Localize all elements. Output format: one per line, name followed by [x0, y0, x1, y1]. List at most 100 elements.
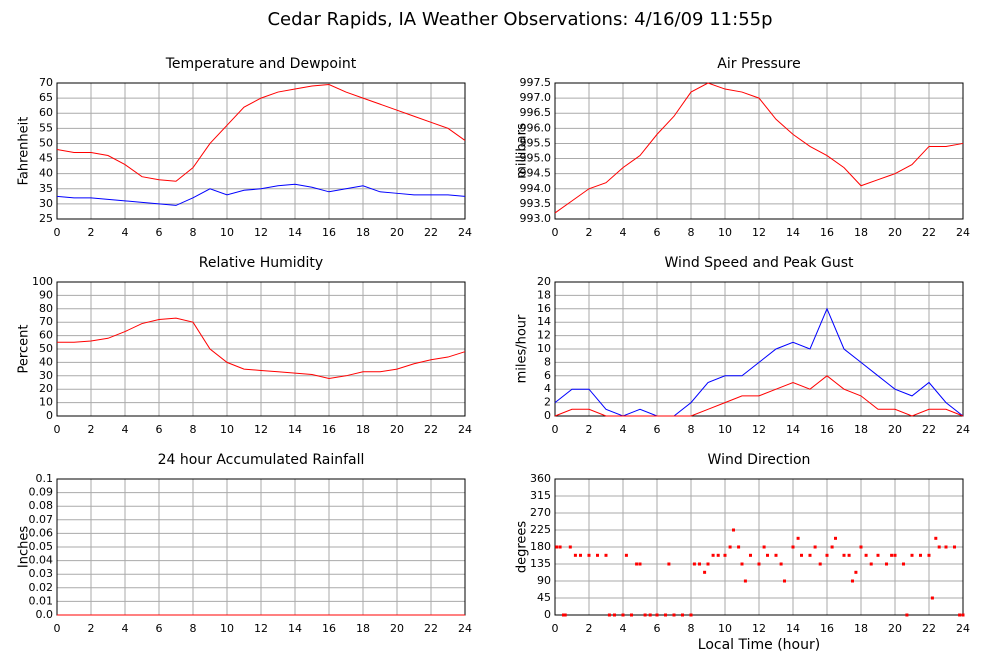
- data-point: [757, 562, 761, 566]
- data-point: [732, 528, 735, 532]
- x-tick-label: 10: [718, 226, 732, 239]
- y-tick-label: 45: [537, 591, 551, 604]
- data-point: [579, 553, 582, 557]
- y-axis-label: degrees: [515, 521, 530, 574]
- data-point: [890, 553, 894, 557]
- x-tick-label: 22: [424, 423, 438, 436]
- y-tick-label: 25: [39, 212, 53, 225]
- x-tick-label: 18: [854, 226, 868, 239]
- data-point: [689, 613, 693, 617]
- data-line: [56, 84, 466, 182]
- data-point: [953, 545, 956, 549]
- data-point: [635, 562, 639, 566]
- x-tick-label: 18: [356, 622, 370, 635]
- y-tick-label: 0: [46, 409, 53, 422]
- x-tick-label: 20: [390, 226, 404, 239]
- x-tick-label: 8: [688, 622, 695, 635]
- y-tick-label: 993.5: [520, 197, 552, 210]
- x-tick-label: 0: [54, 226, 61, 239]
- data-point: [830, 545, 834, 549]
- y-tick-label: 0.03: [29, 567, 54, 580]
- data-point: [607, 613, 611, 617]
- x-tick-label: 2: [88, 226, 95, 239]
- x-tick-label: 22: [922, 226, 936, 239]
- x-tick-label: 0: [552, 423, 559, 436]
- x-tick-label: 0: [54, 423, 61, 436]
- y-tick-label: 0.04: [29, 554, 54, 567]
- x-tick-label: 24: [458, 622, 472, 635]
- x-tick-label: 24: [458, 226, 472, 239]
- x-tick-label: 16: [322, 622, 336, 635]
- data-point: [587, 553, 591, 557]
- x-tick-label: 16: [322, 226, 336, 239]
- data-point: [568, 545, 572, 549]
- x-tick-label: 24: [956, 622, 970, 635]
- x-tick-label: 2: [88, 423, 95, 436]
- y-tick-label: 4: [544, 382, 551, 395]
- x-tick-label: 20: [888, 622, 902, 635]
- y-axis-label: Percent: [17, 325, 32, 374]
- y-tick-label: 2: [544, 396, 551, 409]
- chart-title: Wind Direction: [708, 452, 811, 468]
- y-tick-label: 80: [39, 302, 53, 315]
- y-tick-label: 315: [530, 489, 551, 502]
- data-point: [723, 553, 727, 557]
- data-point: [800, 553, 803, 557]
- y-tick-label: 994.5: [520, 167, 552, 180]
- x-tick-label: 2: [586, 622, 593, 635]
- y-tick-label: 20: [537, 275, 551, 288]
- data-point: [859, 545, 863, 549]
- data-point: [825, 553, 829, 557]
- chart-title: Temperature and Dewpoint: [165, 56, 357, 72]
- x-tick-label: 8: [190, 622, 197, 635]
- data-point: [869, 562, 873, 566]
- x-tick-label: 18: [356, 423, 370, 436]
- x-tick-label: 12: [254, 226, 268, 239]
- y-tick-label: 40: [39, 167, 53, 180]
- x-tick-label: 20: [888, 226, 902, 239]
- y-tick-label: 0.0: [36, 608, 54, 621]
- y-tick-label: 0.01: [29, 594, 54, 607]
- y-tick-label: 60: [39, 329, 53, 342]
- x-tick-label: 0: [54, 622, 61, 635]
- x-tick-label: 22: [922, 423, 936, 436]
- x-tick-label: 16: [322, 423, 336, 436]
- data-point: [648, 613, 652, 617]
- y-tick-label: 360: [530, 472, 551, 485]
- plot-frame: [56, 82, 466, 220]
- data-point: [624, 553, 628, 557]
- x-tick-label: 14: [288, 226, 302, 239]
- chart-title: Wind Speed and Peak Gust: [665, 255, 854, 271]
- data-point: [842, 553, 846, 557]
- x-tick-label: 10: [718, 423, 732, 436]
- data-point: [762, 545, 766, 549]
- y-tick-label: 90: [537, 574, 551, 587]
- chart-title: Relative Humidity: [199, 255, 323, 271]
- data-point: [563, 613, 567, 617]
- x-tick-label: 22: [922, 622, 936, 635]
- y-tick-label: 135: [530, 557, 551, 570]
- y-tick-label: 6: [544, 369, 551, 382]
- x-tick-label: 12: [752, 226, 766, 239]
- x-tick-label: 22: [424, 622, 438, 635]
- y-tick-label: 0.06: [29, 526, 54, 539]
- x-tick-label: 24: [458, 423, 472, 436]
- x-tick-label: 4: [620, 226, 627, 239]
- y-tick-label: 0.05: [29, 540, 54, 553]
- data-line: [554, 82, 964, 214]
- y-tick-label: 997.0: [520, 91, 552, 104]
- y-axis-label: Fahrenheit: [17, 117, 32, 186]
- x-tick-label: 12: [254, 423, 268, 436]
- data-point: [783, 579, 786, 583]
- chart-title: 24 hour Accumulated Rainfall: [158, 452, 365, 468]
- y-tick-label: 0.02: [29, 581, 54, 594]
- x-tick-label: 16: [820, 423, 834, 436]
- data-point: [919, 553, 922, 557]
- data-line: [554, 375, 964, 417]
- x-tick-label: 14: [786, 423, 800, 436]
- data-point: [613, 613, 616, 617]
- data-point: [774, 553, 778, 557]
- y-tick-label: 12: [537, 329, 551, 342]
- data-point: [681, 613, 684, 617]
- data-point: [813, 545, 817, 549]
